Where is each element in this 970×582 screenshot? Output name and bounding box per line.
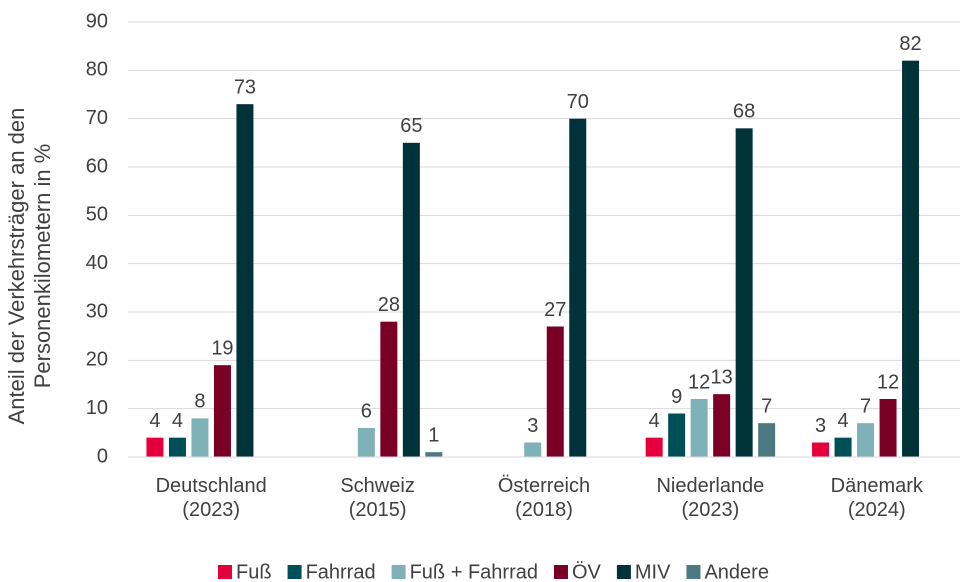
bar — [524, 442, 542, 457]
bar — [645, 437, 663, 457]
data-label: 19 — [211, 337, 233, 359]
bar — [425, 452, 443, 457]
data-label: 82 — [899, 33, 921, 55]
y-tick-label: 80 — [86, 59, 108, 81]
legend-label: Fahrrad — [306, 561, 376, 582]
y-tick-label: 10 — [86, 397, 108, 419]
legend-label: Fuß + Fahrrad — [410, 561, 538, 582]
y-tick-label: 20 — [86, 349, 108, 371]
data-label: 7 — [860, 395, 871, 417]
bar — [380, 321, 398, 457]
bar — [546, 326, 564, 457]
data-label: 70 — [567, 91, 589, 113]
x-tick-label: Niederlande (2023) — [656, 475, 765, 521]
data-label: 12 — [688, 371, 710, 393]
data-label: 4 — [837, 410, 848, 432]
data-label: 68 — [733, 101, 755, 123]
data-label: 27 — [544, 299, 566, 321]
data-label: 73 — [234, 76, 256, 98]
y-tick-label: 50 — [86, 204, 108, 226]
y-tick-label: 30 — [86, 300, 108, 322]
y-tick-label: 40 — [86, 252, 108, 274]
legend-swatch — [287, 565, 302, 579]
bar — [146, 437, 164, 457]
data-label: 3 — [815, 415, 826, 437]
bar — [168, 437, 186, 457]
y-tick-label: 90 — [86, 10, 108, 32]
bar — [213, 365, 231, 457]
legend-swatch — [686, 565, 701, 579]
data-label: 8 — [194, 391, 205, 413]
bar — [735, 128, 753, 458]
y-tick-label: 0 — [97, 445, 108, 467]
x-tick-label: Dänemark (2024) — [830, 475, 923, 521]
bar — [812, 442, 830, 457]
data-label: 7 — [761, 395, 772, 417]
bar — [902, 60, 920, 458]
bar — [690, 399, 708, 457]
legend-swatch — [218, 565, 232, 579]
bar — [569, 118, 587, 458]
data-label: 6 — [361, 400, 372, 422]
data-label: 4 — [149, 410, 160, 432]
bar — [857, 423, 875, 457]
y-axis-title: Anteil der Verkehrsträger an den Persone… — [4, 107, 55, 425]
data-label: 65 — [400, 115, 422, 137]
data-label: 4 — [172, 410, 183, 432]
bar — [713, 394, 731, 457]
bar — [834, 437, 852, 457]
data-label: 1 — [428, 424, 439, 446]
x-tick-label: Deutschland (2023) — [155, 475, 267, 521]
x-tick-label: Österreich (2018) — [497, 475, 591, 521]
legend-label: MIV — [635, 561, 671, 582]
legend-swatch — [616, 565, 631, 579]
x-tick-label: Schweiz (2015) — [340, 475, 415, 521]
bar — [191, 418, 209, 457]
data-label: 13 — [711, 366, 733, 388]
bar — [879, 399, 897, 457]
data-label: 4 — [649, 410, 660, 432]
bar — [357, 428, 375, 457]
data-label: 28 — [378, 294, 400, 316]
legend-label: Fuß — [236, 561, 272, 582]
legend-label: ÖV — [572, 561, 602, 582]
bar — [758, 423, 776, 457]
data-label: 3 — [527, 415, 538, 437]
y-tick-label: 60 — [86, 155, 108, 177]
bar — [668, 413, 686, 457]
y-tick-label: 70 — [86, 107, 108, 129]
legend-swatch — [553, 565, 568, 579]
bar — [402, 142, 420, 458]
data-label: 9 — [671, 386, 682, 408]
legend-label: Andere — [704, 561, 769, 582]
bar — [236, 104, 254, 458]
data-label: 12 — [877, 371, 899, 393]
legend-swatch — [391, 565, 406, 579]
